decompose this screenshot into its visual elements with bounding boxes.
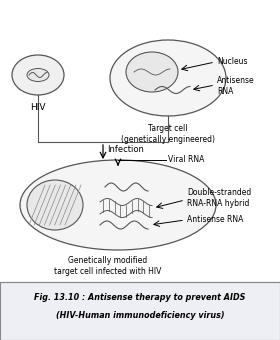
Ellipse shape	[12, 55, 64, 95]
Text: HIV: HIV	[30, 103, 46, 112]
Text: Viral RNA: Viral RNA	[168, 155, 204, 165]
Text: Double-stranded
RNA-RNA hybrid: Double-stranded RNA-RNA hybrid	[187, 188, 251, 208]
Text: Target cell
(genetically engineered): Target cell (genetically engineered)	[121, 124, 215, 144]
Text: Nucleus: Nucleus	[217, 56, 248, 66]
Ellipse shape	[110, 40, 226, 116]
Text: Infection: Infection	[107, 146, 144, 154]
Text: Fig. 13.10 : Antisense therapy to prevent AIDS: Fig. 13.10 : Antisense therapy to preven…	[34, 293, 246, 303]
Ellipse shape	[20, 160, 216, 250]
Ellipse shape	[27, 180, 83, 230]
Text: (HIV-Human immunodeficiency virus): (HIV-Human immunodeficiency virus)	[56, 311, 224, 321]
Ellipse shape	[27, 68, 49, 82]
FancyBboxPatch shape	[0, 282, 280, 340]
Text: Genetically modified
target cell infected with HIV: Genetically modified target cell infecte…	[54, 256, 162, 276]
Ellipse shape	[126, 52, 178, 92]
Text: Antisense
RNA: Antisense RNA	[217, 76, 255, 96]
Text: Antisense RNA: Antisense RNA	[187, 215, 243, 223]
